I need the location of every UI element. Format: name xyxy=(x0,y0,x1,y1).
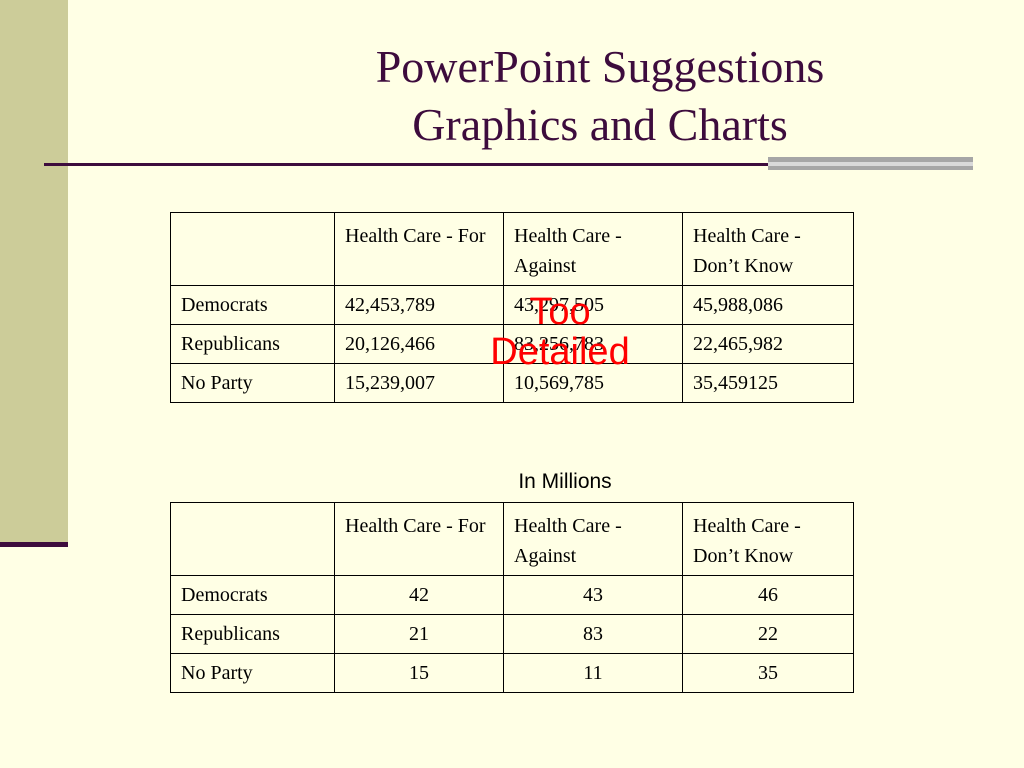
table-header-row: Health Care - For Health Care - Against … xyxy=(170,212,854,286)
table-cell: 21 xyxy=(334,614,504,654)
table-cell: 35,459125 xyxy=(682,363,854,403)
table-header-row: Health Care - For Health Care - Against … xyxy=(170,502,854,576)
header-cell xyxy=(170,212,335,286)
title-underline xyxy=(44,163,771,166)
table-cell: 43 xyxy=(503,575,683,615)
table-row: Republicans 20,126,466 83,256,783 22,465… xyxy=(170,324,854,364)
table-row: Democrats 42,453,789 43,297,505 45,988,0… xyxy=(170,285,854,325)
table-row: No Party 15,239,007 10,569,785 35,459125 xyxy=(170,363,854,403)
table-cell: 35 xyxy=(682,653,854,693)
table-cell: 22 xyxy=(682,614,854,654)
header-cell: Health Care - Don’t Know xyxy=(682,212,854,286)
title-accent-bar-top xyxy=(768,157,973,162)
detailed-table: Health Care - For Health Care - Against … xyxy=(170,212,854,403)
row-label: Democrats xyxy=(170,575,335,615)
header-cell: Health Care - Don’t Know xyxy=(682,502,854,576)
table-cell: 45,988,086 xyxy=(682,285,854,325)
table-cell: 83,256,783 xyxy=(503,324,683,364)
header-cell xyxy=(170,502,335,576)
left-decor-band xyxy=(0,0,68,545)
table-row: No Party 15 11 35 xyxy=(170,653,854,693)
table-cell: 15,239,007 xyxy=(334,363,504,403)
millions-table: Health Care - For Health Care - Against … xyxy=(170,502,854,693)
annotation-line-1: Too xyxy=(529,291,591,333)
too-detailed-annotation: Too Detailed xyxy=(470,292,650,372)
table-cell: 42,453,789 xyxy=(334,285,504,325)
table-row: Republicans 21 83 22 xyxy=(170,614,854,654)
table-cell: 15 xyxy=(334,653,504,693)
table-row: Democrats 42 43 46 xyxy=(170,575,854,615)
table-cell: 10,569,785 xyxy=(503,363,683,403)
table-cell: 22,465,982 xyxy=(682,324,854,364)
row-label: No Party xyxy=(170,363,335,403)
header-cell: Health Care - Against xyxy=(503,502,683,576)
header-cell: Health Care - Against xyxy=(503,212,683,286)
annotation-line-2: Detailed xyxy=(490,331,630,373)
header-cell: Health Care - For xyxy=(334,502,504,576)
title-accent-bar-bottom xyxy=(768,166,973,170)
slide-title: PowerPoint Suggestions Graphics and Char… xyxy=(300,38,900,154)
title-accent-bar-middle xyxy=(768,162,973,166)
row-label: No Party xyxy=(170,653,335,693)
header-cell: Health Care - For xyxy=(334,212,504,286)
row-label: Democrats xyxy=(170,285,335,325)
table-cell: 83 xyxy=(503,614,683,654)
title-line-1: PowerPoint Suggestions xyxy=(375,41,825,92)
title-line-2: Graphics and Charts xyxy=(412,99,788,150)
row-label: Republicans xyxy=(170,324,335,364)
table-cell: 46 xyxy=(682,575,854,615)
left-decor-line xyxy=(0,542,68,547)
table-cell: 20,126,466 xyxy=(334,324,504,364)
row-label: Republicans xyxy=(170,614,335,654)
table-cell: 42 xyxy=(334,575,504,615)
units-caption: In Millions xyxy=(518,470,612,493)
table-cell: 11 xyxy=(503,653,683,693)
